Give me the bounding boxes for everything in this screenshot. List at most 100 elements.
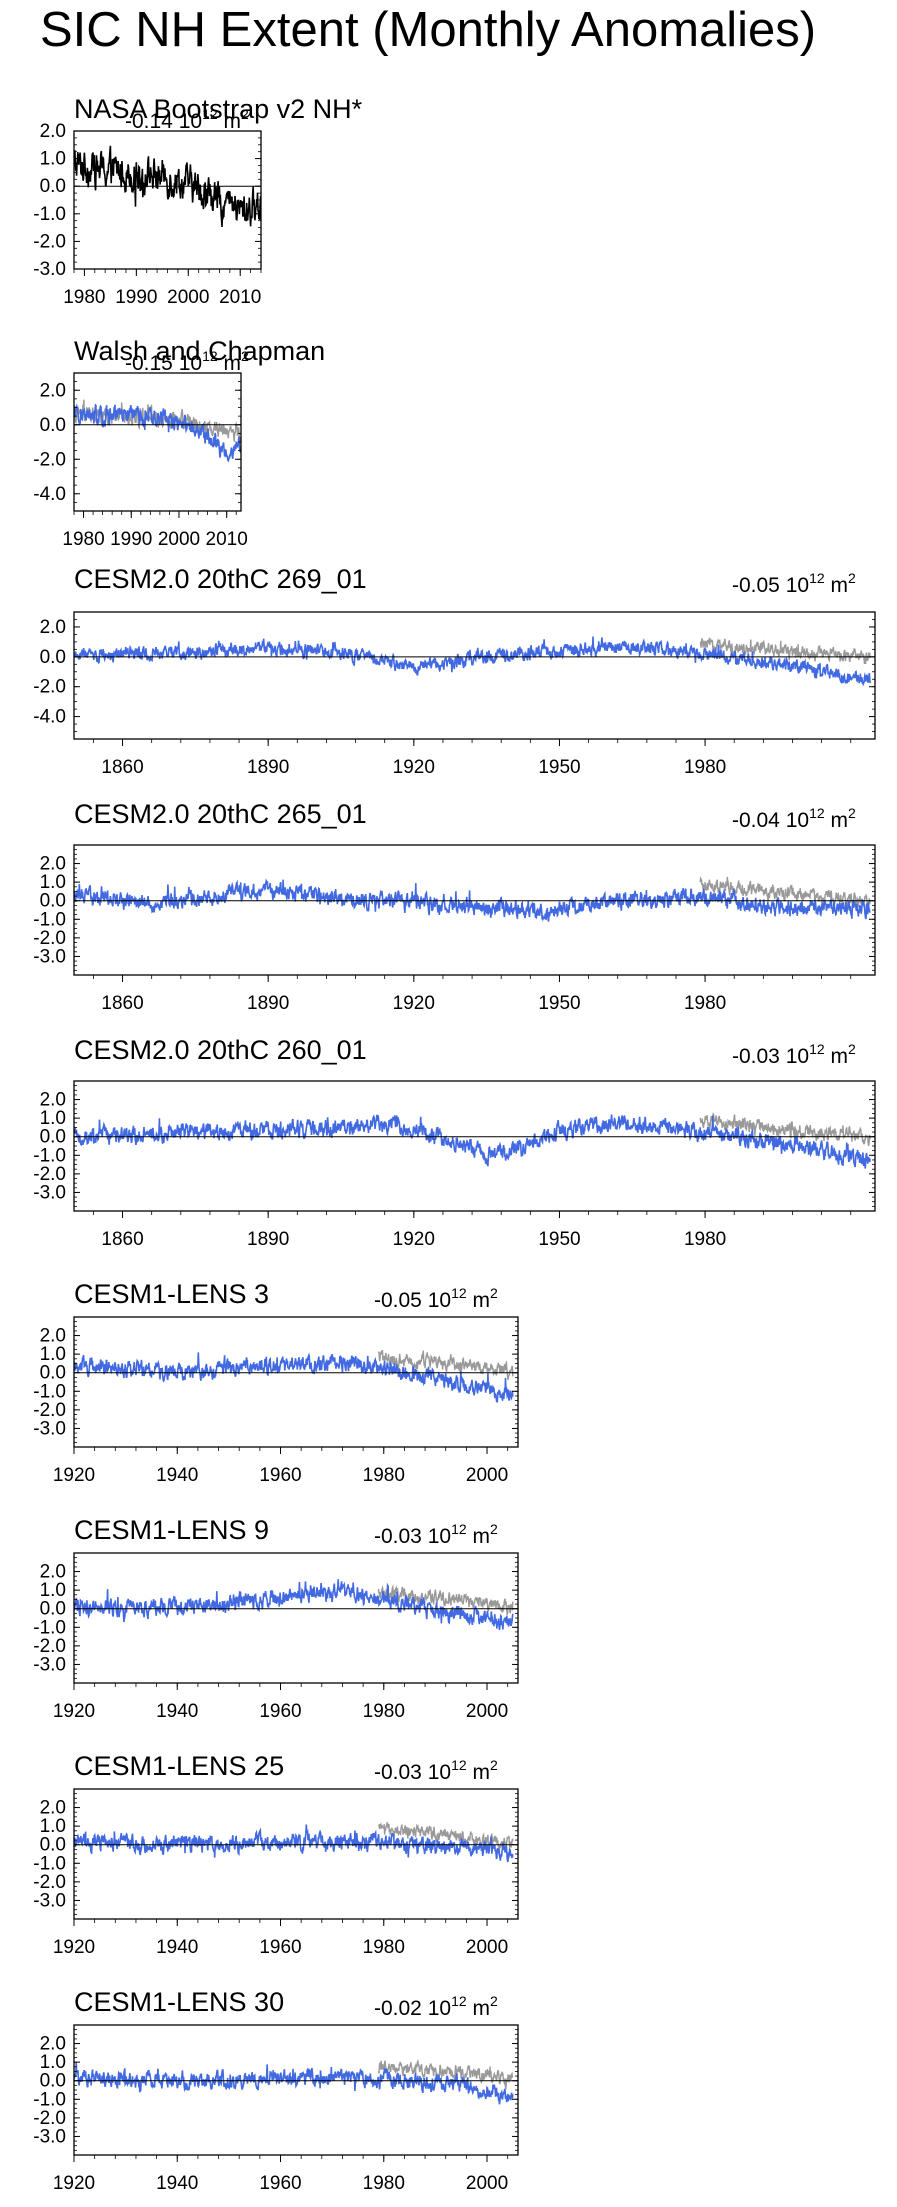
x-tick-label: 1920 — [53, 1937, 95, 1958]
main-title: SIC NH Extent (Monthly Anomalies) — [40, 3, 816, 57]
x-tick-label: 1980 — [363, 1937, 405, 1958]
y-tick-label: -2.0 — [33, 231, 66, 252]
x-tick-label: 2000 — [466, 1937, 508, 1958]
y-tick-label: 2.0 — [40, 2034, 66, 2055]
panel-title: CESM2.0 20thC 269_01 — [74, 564, 367, 594]
stat-unit-tail-exp: 2 — [848, 805, 856, 821]
stat-value: -0.15 — [125, 352, 179, 375]
y-tick-label: -3.0 — [33, 1182, 66, 1203]
panels: NASA Bootstrap v2 NH*-0.14 1012 m22.01.0… — [33, 94, 876, 2194]
y-tick-label: -3.0 — [33, 259, 66, 280]
y-tick-label: -1.0 — [33, 1853, 66, 1874]
y-tick-label: 0.0 — [40, 1363, 66, 1384]
stat-unit-tail: m — [218, 352, 241, 375]
panel-title: CESM1-LENS 30 — [74, 1987, 284, 2017]
y-tick-label: 2.0 — [40, 380, 66, 401]
x-tick-label: 2000 — [167, 287, 209, 308]
panel-title: CESM1-LENS 3 — [74, 1279, 269, 1309]
series-line — [699, 876, 871, 908]
stat-unit-exp: 12 — [809, 1041, 825, 1057]
x-tick-label: 1940 — [156, 1937, 198, 1958]
series-line — [377, 1584, 514, 1616]
y-tick-label: 2.0 — [40, 1090, 66, 1111]
panel-9: CESM1-LENS 30 -0.02 1012 m22.01.00.0-1.0-… — [33, 1987, 519, 2194]
x-tick-label: 2000 — [466, 2173, 508, 2194]
stat-unit-tail-exp: 2 — [490, 1757, 498, 1773]
x-tick-label: 1860 — [101, 1229, 143, 1250]
panel-title: CESM1-LENS 25 — [74, 1751, 284, 1781]
series-line — [74, 1579, 514, 1630]
panel-6: CESM1-LENS 3 -0.05 1012 m2 2.01.00.0-1.0-2… — [33, 1279, 519, 1486]
x-tick-label: 1920 — [53, 1465, 95, 1486]
stat-unit-tail-exp: 2 — [848, 1041, 856, 1057]
panel-7: CESM1-LENS 9 -0.03 1012 m2 2.01.00.0-1.0-2… — [33, 1515, 519, 1722]
panel-stat: -0.03 1012 m2 — [732, 1041, 856, 1068]
x-tick-label: 1980 — [363, 1465, 405, 1486]
y-tick-label: 0.0 — [40, 647, 66, 668]
y-tick-label: 0.0 — [40, 1127, 66, 1148]
stat-unit-exp: 12 — [451, 1521, 467, 1537]
stat-unit-base: 10 — [428, 1289, 451, 1312]
x-tick-label: 1950 — [538, 993, 580, 1014]
x-tick-label: 1920 — [393, 757, 435, 778]
y-tick-label: -2.0 — [33, 449, 66, 470]
y-tick-label: 2.0 — [40, 854, 66, 875]
y-tick-label: -1.0 — [33, 1381, 66, 1402]
x-tick-label: 1920 — [393, 1229, 435, 1250]
x-tick-label: 1960 — [259, 1465, 301, 1486]
stat-unit-tail-exp: 2 — [490, 1521, 498, 1537]
y-tick-label: 1.0 — [40, 2052, 66, 2073]
panel-stat: -0.03 1012 m2 — [374, 1521, 498, 1548]
x-tick-label: 1980 — [363, 1701, 405, 1722]
stat-unit-tail-exp: 2 — [490, 1993, 498, 2009]
stat-unit-exp: 12 — [809, 805, 825, 821]
series-line — [377, 1349, 514, 1381]
stat-unit-exp: 12 — [202, 106, 218, 122]
series-line — [74, 403, 241, 463]
x-tick-label: 2010 — [219, 287, 261, 308]
y-tick-label: -3.0 — [33, 946, 66, 967]
y-tick-label: 1.0 — [40, 872, 66, 893]
y-tick-label: -3.0 — [33, 1890, 66, 1911]
stat-unit-base: 10 — [786, 574, 809, 597]
x-tick-label: 2000 — [466, 1701, 508, 1722]
stat-unit-tail-exp: 2 — [848, 570, 856, 586]
x-tick-label: 1990 — [115, 287, 157, 308]
y-tick-label: -4.0 — [33, 484, 66, 505]
y-tick-label: 0.0 — [40, 891, 66, 912]
y-tick-label: 0.0 — [40, 176, 66, 197]
series-line — [74, 878, 871, 922]
stat-unit-tail: m — [825, 809, 848, 832]
stat-unit-tail-exp: 2 — [241, 348, 249, 364]
x-tick-label: 2010 — [206, 529, 248, 550]
x-tick-label: 1950 — [538, 1229, 580, 1250]
stat-unit-base: 10 — [428, 1525, 451, 1548]
stat-value: -0.05 — [374, 1289, 428, 1312]
stat-unit-base: 10 — [786, 809, 809, 832]
x-tick-label: 1960 — [259, 1701, 301, 1722]
y-tick-label: -1.0 — [33, 204, 66, 225]
stat-unit-exp: 12 — [202, 348, 218, 364]
y-tick-label: 0.0 — [40, 415, 66, 436]
x-tick-label: 1890 — [247, 1229, 289, 1250]
y-tick-label: 0.0 — [40, 1599, 66, 1620]
y-tick-label: 2.0 — [40, 617, 66, 638]
x-tick-label: 1980 — [684, 993, 726, 1014]
x-tick-label: 1960 — [259, 1937, 301, 1958]
panel-4: CESM2.0 20thC 265_01 -0.04 1012 m2 2.01.00… — [33, 799, 876, 1014]
x-tick-label: 1980 — [62, 529, 104, 550]
stat-unit-tail: m — [825, 574, 848, 597]
stat-value: -0.05 — [732, 574, 786, 597]
stat-unit-base: 10 — [428, 1761, 451, 1784]
x-tick-label: 1980 — [684, 757, 726, 778]
y-tick-label: -3.0 — [33, 1418, 66, 1439]
x-tick-label: 1860 — [101, 757, 143, 778]
x-tick-label: 1890 — [247, 993, 289, 1014]
panel-title: CESM2.0 20thC 265_01 — [74, 799, 367, 829]
x-tick-label: 1980 — [684, 1229, 726, 1250]
y-tick-label: -1.0 — [33, 909, 66, 930]
y-tick-label: -2.0 — [33, 1872, 66, 1893]
plot-frame — [73, 611, 876, 740]
stat-unit-tail: m — [218, 110, 241, 133]
